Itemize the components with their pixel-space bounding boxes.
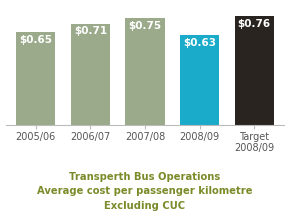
- Text: Transperth Bus Operations
Average cost per passenger kilometre
Excluding CUC: Transperth Bus Operations Average cost p…: [37, 172, 253, 211]
- Text: $0.71: $0.71: [74, 26, 107, 36]
- Bar: [235, 16, 274, 125]
- Bar: [125, 18, 165, 125]
- Text: $0.63: $0.63: [183, 38, 216, 48]
- Bar: [71, 24, 110, 125]
- Text: $0.75: $0.75: [128, 21, 162, 31]
- Text: $0.65: $0.65: [19, 35, 52, 45]
- Bar: [16, 32, 55, 125]
- Bar: [180, 35, 219, 125]
- Text: $0.76: $0.76: [238, 19, 271, 29]
